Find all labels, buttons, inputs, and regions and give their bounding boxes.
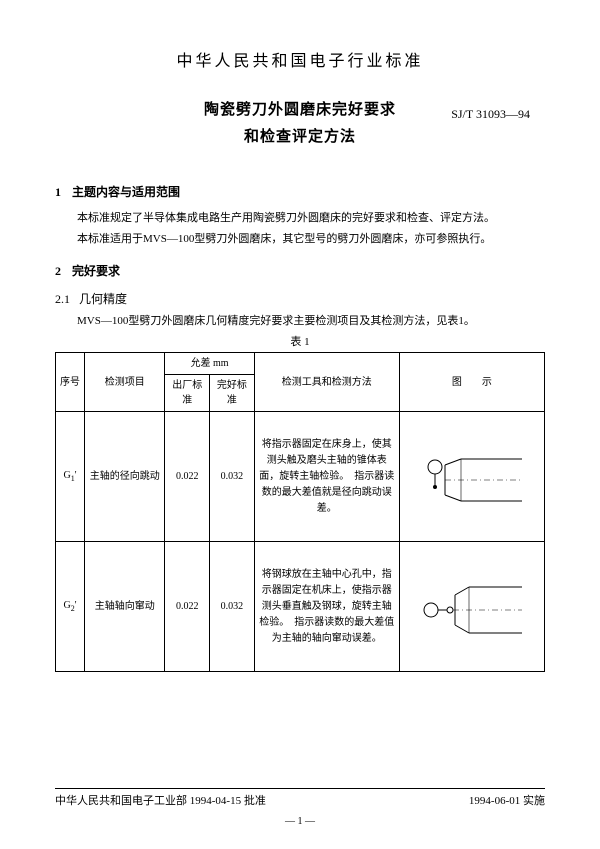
section-1-title: 主题内容与适用范围 [72, 185, 180, 199]
th-seq: 序号 [56, 353, 85, 412]
cell-diagram [399, 412, 544, 542]
sub21-num: 2.1 [55, 292, 70, 306]
section-2-title: 完好要求 [72, 264, 120, 278]
spindle-radial-diagram-icon [417, 447, 527, 507]
section-1-num: 1 [55, 185, 61, 199]
th-method: 检测工具和检测方法 [254, 353, 399, 412]
table-caption: 表 1 [55, 334, 545, 351]
cell-method: 将指示器固定在床身上，使其测头触及磨头主轴的锥体表面，旋转主轴检验。 指示器读数… [254, 412, 399, 542]
cell-good: 0.032 [210, 542, 255, 672]
org-title: 中华人民共和国电子行业标准 [55, 50, 545, 74]
cell-item: 主轴的径向跳动 [85, 412, 165, 542]
subsection-2-1: 2.1 几何精度 [55, 290, 545, 308]
doc-code: SJ/T 31093—94 [451, 105, 530, 123]
spec-table: 序号 检测项目 允差 mm 检测工具和检测方法 图 示 出厂标准 完好标准 G1… [55, 352, 545, 672]
cell-seq: G2' [56, 542, 85, 672]
cell-diagram [399, 542, 544, 672]
th-factory: 出厂标准 [165, 375, 210, 412]
section-2: 2 完好要求 2.1 几何精度 MVS—100型劈刀外圆磨床几何精度完好要求主要… [55, 262, 545, 672]
cell-seq: G1' [56, 412, 85, 542]
footer-effective: 1994-06-01 实施 [469, 793, 545, 810]
section-1-p2: 本标准适用于MVS—100型劈刀外圆磨床，其它型号的劈刀外圆磨床，亦可参照执行。 [55, 230, 545, 249]
cell-method: 将钢球放在主轴中心孔中，指示器固定在机床上，使指示器测头垂直触及钢球，旋转主轴检… [254, 542, 399, 672]
th-tol: 允差 mm [165, 353, 254, 375]
th-diagram: 图 示 [399, 353, 544, 412]
section-2-num: 2 [55, 264, 61, 278]
cell-item: 主轴轴向窜动 [85, 542, 165, 672]
spindle-axial-diagram-icon [417, 577, 527, 637]
table-row: G1' 主轴的径向跳动 0.022 0.032 将指示器固定在床身上，使其测头触… [56, 412, 545, 542]
main-title-line2: 和检查评定方法 [55, 126, 545, 149]
page-number: — 1 — [0, 814, 600, 829]
cell-factory: 0.022 [165, 542, 210, 672]
table-row: G2' 主轴轴向窜动 0.022 0.032 将钢球放在主轴中心孔中，指示器固定… [56, 542, 545, 672]
section-1-p1: 本标准规定了半导体集成电路生产用陶瓷劈刀外圆磨床的完好要求和检查、评定方法。 [55, 209, 545, 228]
section-1: 1 主题内容与适用范围 本标准规定了半导体集成电路生产用陶瓷劈刀外圆磨床的完好要… [55, 183, 545, 248]
sub21-body: MVS—100型劈刀外圆磨床几何精度完好要求主要检测项目及其检测方法，见表1。 [55, 313, 545, 330]
cell-good: 0.032 [210, 412, 255, 542]
footer-approval: 中华人民共和国电子工业部 1994-04-15 批准 [55, 793, 266, 810]
th-good: 完好标准 [210, 375, 255, 412]
th-item: 检测项目 [85, 353, 165, 412]
sub21-title: 几何精度 [79, 292, 127, 306]
cell-factory: 0.022 [165, 412, 210, 542]
footer: 中华人民共和国电子工业部 1994-04-15 批准 1994-06-01 实施 [55, 788, 545, 810]
